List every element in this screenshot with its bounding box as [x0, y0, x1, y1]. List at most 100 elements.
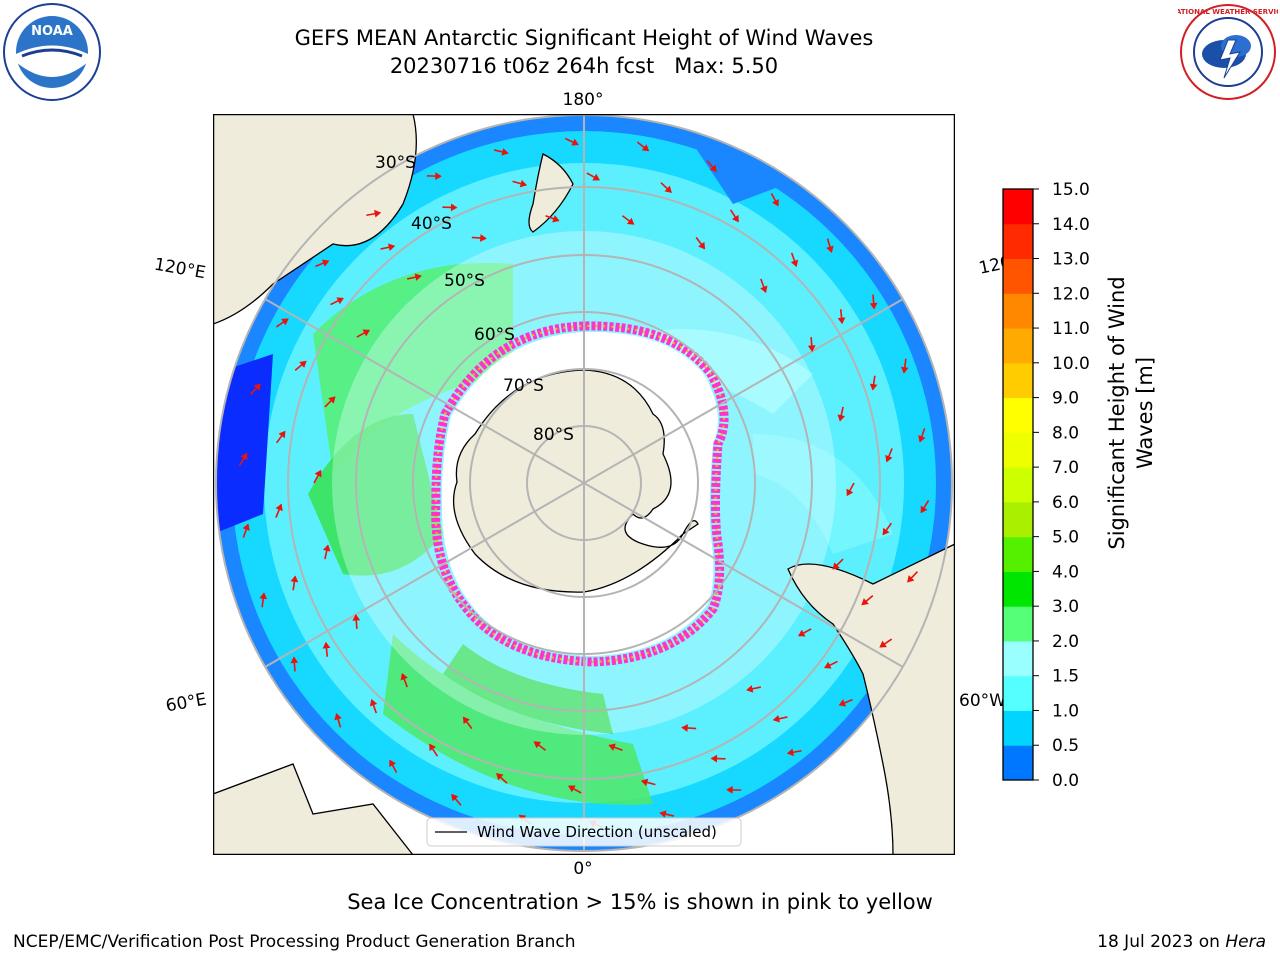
colorbar-band — [1003, 571, 1033, 607]
colorbar-tick-label: 10.0 — [1052, 354, 1090, 374]
wind-wave-arrowhead — [533, 741, 542, 749]
colorbar-band — [1003, 362, 1033, 399]
colorbar-band — [1003, 501, 1033, 538]
colorbar-band — [1003, 606, 1033, 642]
colorbar-tick-label: 11.0 — [1052, 319, 1090, 339]
wind-wave-arrowhead — [824, 661, 832, 669]
wind-wave-arrowhead — [709, 164, 717, 173]
wind-wave-arrowhead — [519, 179, 528, 188]
south-america-land — [787, 543, 955, 855]
colorbar-band — [1003, 189, 1033, 225]
colorbar-band — [1003, 675, 1033, 711]
colorbar-band — [1003, 640, 1033, 677]
wind-wave-arrowhead — [429, 743, 437, 752]
colorbar-label: Significant Height of Wind Waves [m] — [1105, 276, 1157, 549]
wind-wave-arrowhead — [838, 699, 847, 707]
colorbar-tick-label: 4.0 — [1052, 562, 1079, 582]
colorbar-tick-label: 12.0 — [1052, 284, 1090, 304]
colorbar-tick-label: 3.0 — [1052, 597, 1079, 617]
wind-wave-arrows — [238, 137, 930, 829]
wind-wave-arrowhead — [290, 656, 299, 664]
wind-wave-arrowhead — [869, 302, 878, 310]
footer-date-text: 18 Jul 2023 on — [1097, 932, 1226, 952]
wind-wave-arrowhead — [369, 699, 378, 707]
wind-wave-arrowhead — [726, 786, 733, 794]
wind-wave-arrowhead — [362, 329, 371, 337]
wind-wave-arrowhead — [253, 383, 261, 391]
wind-wave-arrowhead — [900, 366, 909, 374]
wind-wave-arrowhead — [450, 203, 458, 212]
wind-wave-arrowhead — [882, 527, 890, 536]
colorbar-tick-label: 13.0 — [1052, 250, 1090, 270]
wind-wave-arrowhead — [496, 773, 504, 781]
noaa-logo-text: NOAA — [31, 24, 73, 39]
lat-label-70s: 70°S — [503, 376, 544, 396]
colorbar-tick-label: 1.5 — [1052, 667, 1079, 687]
map-border — [213, 114, 955, 855]
colorbar-band — [1003, 710, 1033, 746]
footer-date: 18 Jul 2023 on Hera — [1097, 932, 1266, 952]
wind-wave-arrowhead — [826, 245, 834, 253]
wind-wave-arrowhead — [462, 716, 470, 725]
nws-logo-text: NATIONAL WEATHER SERVICE — [1178, 8, 1278, 16]
footer-credit: NCEP/EMC/Verification Post Processing Pr… — [13, 932, 576, 952]
wind-wave-arrowhead — [885, 454, 893, 463]
wind-wave-arrowhead — [259, 592, 268, 600]
lat-label-80s: 80°S — [533, 425, 574, 445]
colorbar-band — [1003, 745, 1033, 781]
wind-wave-arrowhead — [321, 259, 330, 267]
wind-wave-arrowhead — [314, 469, 322, 478]
wind-wave-arrowhead — [920, 505, 928, 514]
colorbar-label-line2: Waves [m] — [1133, 357, 1157, 469]
wind-wave-arrowhead — [907, 575, 915, 583]
wind-wave-arrowhead — [240, 452, 248, 461]
wind-wave-arrowhead — [837, 414, 846, 422]
wind-wave-arrowhead — [608, 743, 616, 751]
wind-wave-arrowhead — [832, 562, 840, 570]
wind-wave-arrowhead — [772, 714, 780, 723]
legend-label: Wind Wave Direction (unscaled) — [477, 823, 717, 841]
wind-wave-arrowhead — [746, 685, 754, 693]
wind-wave-arrowhead — [328, 396, 336, 404]
wind-wave-arrowhead — [299, 360, 307, 368]
colorbar-tick-label: 2.0 — [1052, 632, 1079, 652]
colorbar-band — [1003, 536, 1033, 572]
wind-wave-arrowhead — [592, 173, 600, 181]
wind-wave-arrowhead — [571, 138, 579, 146]
colorbar-band — [1003, 223, 1033, 260]
wind-wave-arrowhead — [698, 241, 706, 250]
wind-wave-arrowhead — [869, 383, 878, 391]
wind-wave-arrowhead — [374, 209, 382, 218]
colorbar-tick-label: 0.0 — [1052, 771, 1079, 791]
wind-wave-arrowhead — [414, 273, 422, 281]
colorbar-label-line1: Significant Height of Wind — [1105, 276, 1129, 549]
wind-wave-arrowhead — [664, 185, 672, 193]
lon-label-180: 180° — [563, 90, 604, 110]
wind-wave-arrowhead — [659, 810, 667, 818]
colorbar-tick-label: 15.0 — [1052, 182, 1090, 200]
wind-wave-arrowhead — [918, 435, 926, 443]
wind-wave-arrowhead — [451, 793, 459, 802]
chart-title: GEFS MEAN Antarctic Significant Height o… — [294, 26, 874, 50]
colorbar-band — [1003, 432, 1033, 468]
wind-wave-arrowhead — [400, 673, 408, 681]
wind-wave-arrowhead — [281, 318, 289, 326]
wind-wave-arrowhead — [846, 488, 854, 497]
map-legend: Wind Wave Direction (unscaled) — [426, 817, 742, 847]
wind-wave-arrowhead — [807, 345, 816, 352]
wind-wave-arrowhead — [731, 214, 739, 223]
colorbar-band — [1003, 467, 1033, 503]
wind-wave-arrowhead — [334, 713, 342, 721]
wind-wave-arrowhead — [501, 148, 509, 156]
colorbar-band — [1003, 293, 1033, 329]
wind-wave-arrowhead — [352, 614, 361, 621]
wind-wave-arrowhead — [388, 243, 396, 252]
colorbar-tick-label: 6.0 — [1052, 493, 1079, 513]
wind-wave-arrowhead — [710, 754, 718, 763]
wind-wave-arrowhead — [275, 503, 283, 512]
new-zealand-land — [528, 153, 574, 233]
colorbar-tick-label: 7.0 — [1052, 458, 1079, 478]
lon-label-60e: 60°E — [164, 690, 208, 717]
chart-subtitle: 20230716 t06z 264h fcst Max: 5.50 — [389, 54, 779, 78]
antarctic-map: 30°S 40°S 50°S 60°S 70°S 80°S Wind Wave … — [213, 114, 955, 855]
